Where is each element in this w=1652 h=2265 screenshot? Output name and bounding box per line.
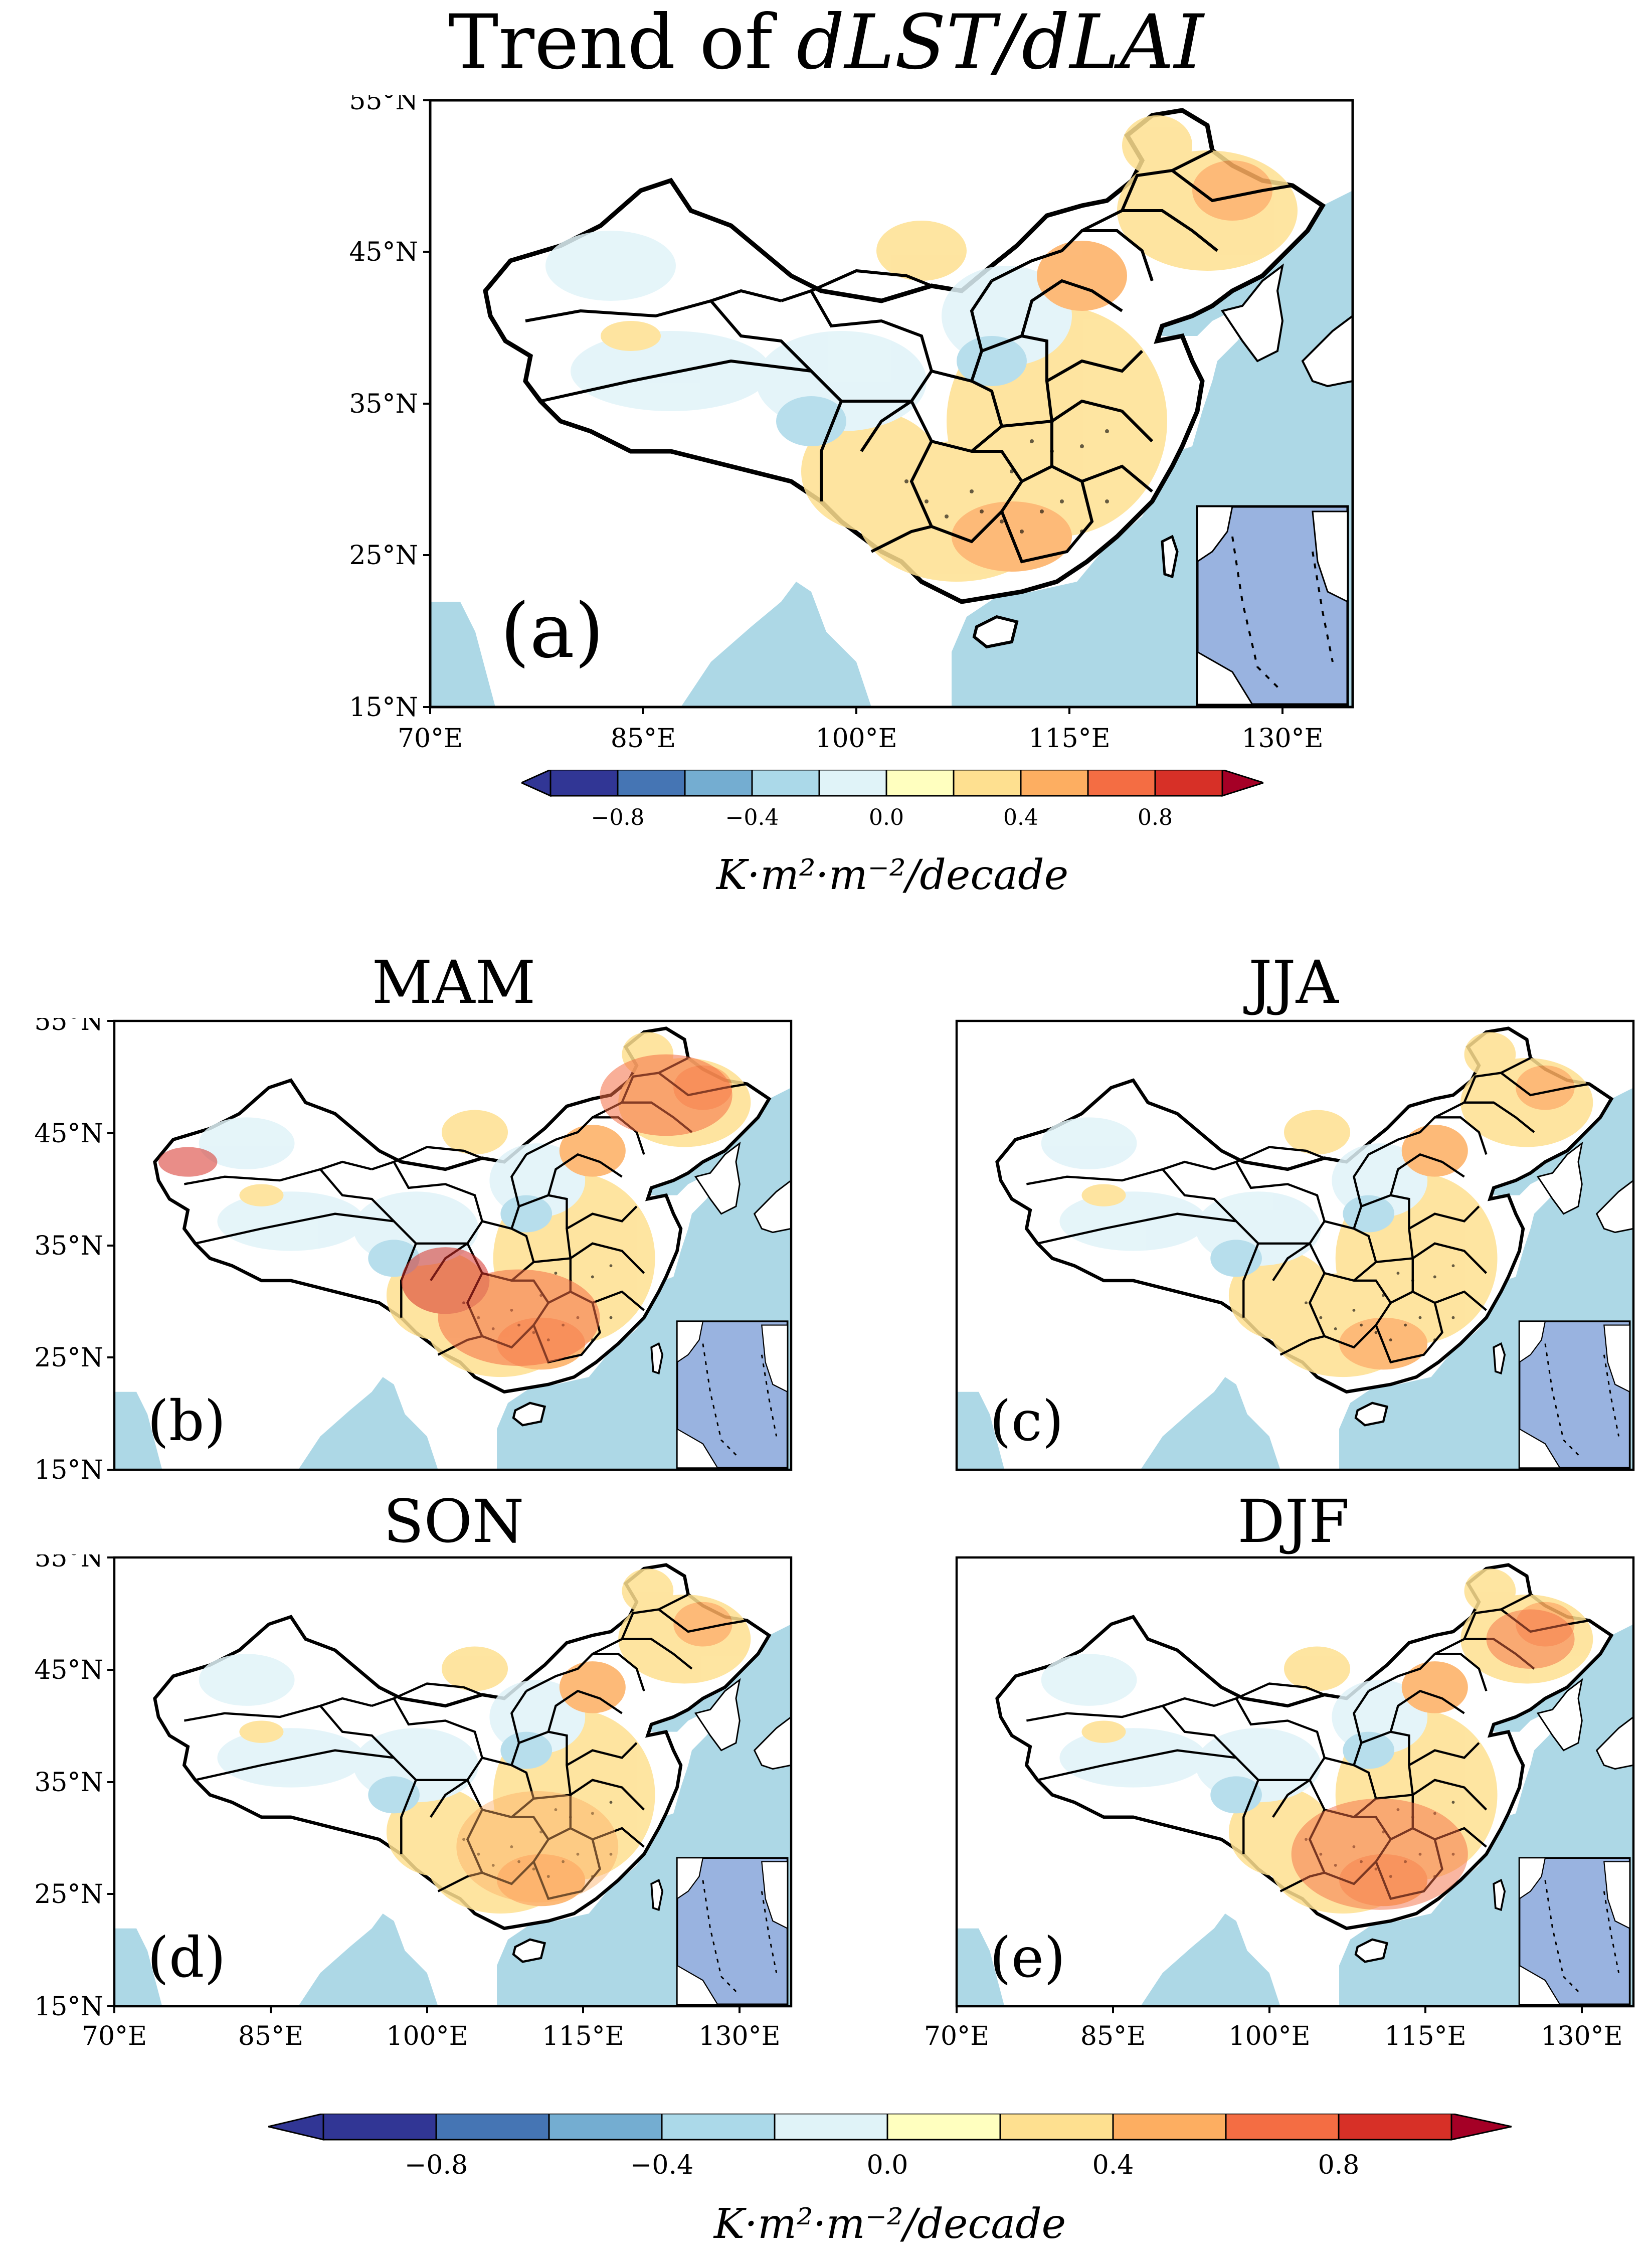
figure-title-variable: dLST/dLAI [796, 0, 1204, 86]
panel-e-title: DJF [1237, 1487, 1350, 1556]
colorbar-top-tick-3: 0.0 [869, 805, 904, 830]
panel-e: (e) 70°E 85°E 100°E 115°E 130°E [842, 1554, 1644, 2076]
lon-label-100: 100°E [386, 2021, 468, 2051]
lon-label-70: 70°E [924, 2021, 989, 2051]
lat-label-35: 35°N [34, 1231, 103, 1261]
panel-c-title: JJA [1248, 948, 1339, 1017]
lat-label-35: 35°N [34, 1768, 103, 1798]
lat-label-45: 45°N [34, 1119, 103, 1149]
colorbar-bottom-tick-5: 0.8 [1318, 2150, 1360, 2180]
panel-b-title: MAM [372, 948, 536, 1017]
colorbar-bottom-tick-1: −0.8 [405, 2150, 468, 2180]
lon-label-130: 130°E [1241, 724, 1323, 754]
lon-label-130: 130°E [1541, 2021, 1622, 2051]
lon-label-115: 115°E [1028, 724, 1110, 754]
lat-label-15: 15°N [34, 1992, 103, 2022]
colorbar-top-tick-5: 0.8 [1138, 805, 1173, 830]
colorbar-bottom-units: K·m²·m⁻²/decade [713, 2200, 1066, 2248]
lat-label-15: 15°N [349, 692, 418, 723]
lon-label-85: 85°E [1080, 2021, 1146, 2051]
lon-label-70: 70°E [398, 724, 463, 754]
colorbar-bottom-tick-3: 0.0 [867, 2150, 908, 2180]
lon-label-85: 85°E [238, 2021, 303, 2051]
panel-label-c: (c) [990, 1388, 1064, 1454]
lat-label-45: 45°N [349, 237, 418, 267]
colorbar-bottom-extend-high [1450, 2113, 1512, 2141]
panel-label-d: (d) [147, 1925, 226, 1990]
colorbar-bottom-extend-low [268, 2113, 324, 2141]
panel-label-e: (e) [990, 1925, 1065, 1990]
lat-label-25: 25°N [349, 541, 418, 571]
panel-b: (b) 55°N 45°N 35°N 25°N 15°N [0, 1006, 802, 1485]
panel-label-b: (b) [147, 1388, 226, 1454]
colorbar-bottom-tick-2: −0.4 [630, 2150, 693, 2180]
panel-d-title: SON [383, 1487, 524, 1556]
lon-label-70: 70°E [82, 2021, 147, 2051]
lat-label-45: 45°N [34, 1655, 103, 1685]
lon-label-100: 100°E [815, 724, 897, 754]
colorbar-top-extend-low [519, 768, 552, 797]
panel-c: (c) [842, 1018, 1644, 1484]
colorbar-top-tick-2: −0.4 [725, 805, 779, 830]
colorbar-top-tick-4: 0.4 [1003, 805, 1038, 830]
colorbar-top-units: K·m²·m⁻²/decade [716, 851, 1069, 899]
lon-label-100: 100°E [1228, 2021, 1310, 2051]
lon-label-115: 115°E [1384, 2021, 1466, 2051]
lat-label-25: 25°N [34, 1343, 103, 1373]
panel-label-a: (a) [500, 588, 604, 675]
lon-label-130: 130°E [698, 2021, 780, 2051]
panel-d: (d) 55°N 45°N 35°N 25°N 15°N 70°E 85°E 1… [0, 1543, 802, 2076]
colorbar-bottom-tick-4: 0.4 [1092, 2150, 1134, 2180]
colorbar-bottom: −0.8 −0.4 0.0 0.4 0.8 [268, 2113, 1512, 2194]
colorbar-top-tick-1: −0.8 [591, 805, 645, 830]
lat-label-25: 25°N [34, 1879, 103, 1909]
lon-label-85: 85°E [611, 724, 676, 754]
panel-a: 55°N 45°N 35°N 25°N 15°N 70°E 85°E 100°E… [301, 86, 1414, 782]
colorbar-top: −0.8 −0.4 0.0 0.4 0.8 [519, 768, 1266, 850]
lat-label-55: 55°N [34, 1554, 103, 1573]
figure-title: Trend of dLST/dLAI [0, 5, 1652, 80]
lat-label-55: 55°N [349, 95, 418, 116]
lon-label-115: 115°E [542, 2021, 624, 2051]
colorbar-top-extend-high [1221, 768, 1266, 797]
figure-title-prefix: Trend of [448, 0, 797, 86]
lat-label-15: 15°N [34, 1455, 103, 1484]
lat-label-35: 35°N [349, 389, 418, 419]
lat-label-55: 55°N [34, 1018, 103, 1036]
